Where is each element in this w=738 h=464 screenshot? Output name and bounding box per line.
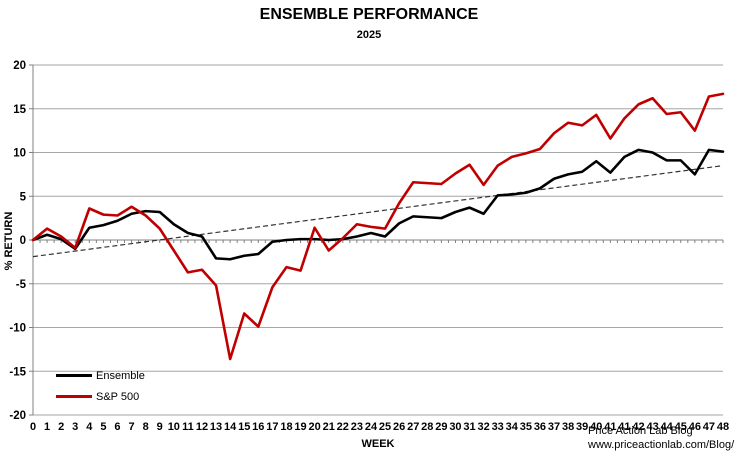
x-tick-label: 19 bbox=[294, 421, 306, 433]
ensemble-line-swatch bbox=[56, 374, 92, 377]
x-tick-label: 33 bbox=[492, 421, 504, 433]
x-tick-label: 6 bbox=[114, 421, 120, 433]
x-tick-label: 31 bbox=[463, 421, 475, 433]
x-tick-label: 7 bbox=[129, 421, 135, 433]
x-tick-label: 44 bbox=[661, 421, 674, 433]
y-tick-label: -20 bbox=[9, 410, 26, 422]
y-tick-label: 0 bbox=[20, 235, 26, 247]
x-tick-label: 1 bbox=[44, 421, 50, 433]
x-axis-title: WEEK bbox=[361, 438, 395, 450]
x-tick-label: 16 bbox=[252, 421, 264, 433]
attribution: Price Action Lab Blog www.priceactionlab… bbox=[588, 424, 734, 452]
x-tick-label: 25 bbox=[379, 421, 391, 433]
y-tick-label: 15 bbox=[13, 104, 26, 116]
chart-title: ENSEMBLE PERFORMANCE bbox=[259, 6, 479, 23]
x-tick-label: 3 bbox=[72, 421, 78, 433]
x-tick-label: 39 bbox=[576, 421, 588, 433]
x-tick-label: 28 bbox=[421, 421, 433, 433]
legend-label-sp500: S&P 500 bbox=[96, 390, 140, 403]
y-tick-label: -15 bbox=[9, 366, 26, 378]
x-tick-label: 18 bbox=[280, 421, 292, 433]
x-tick-label: 41 bbox=[604, 421, 616, 433]
x-tick-label: 23 bbox=[351, 421, 363, 433]
x-tick-label: 22 bbox=[337, 421, 349, 433]
y-tick-label: 10 bbox=[13, 148, 26, 160]
x-tick-label: 40 bbox=[590, 421, 602, 433]
legend-label-ensemble: Ensemble bbox=[96, 369, 145, 382]
x-tick-label: 43 bbox=[646, 421, 658, 433]
x-tick-label: 21 bbox=[323, 421, 335, 433]
x-tick-label: 2 bbox=[58, 421, 64, 433]
legend-item-sp500: S&P 500 bbox=[56, 386, 145, 407]
x-tick-labels: 0 1 2 3 4 5 6 7 8 9 10 11 12 13 14 15 16 17 18 19 20 21 22 23 24… bbox=[30, 421, 729, 433]
attribution-line-2: www.priceactionlab.com/Blog/ bbox=[588, 439, 735, 451]
x-tick-label: 30 bbox=[449, 421, 461, 433]
x-tick-label: 0 bbox=[30, 421, 36, 433]
x-tick-label: 27 bbox=[407, 421, 419, 433]
x-tick-label: 5 bbox=[100, 421, 106, 433]
x-tick-label: 9 bbox=[157, 421, 163, 433]
x-tick-label: 17 bbox=[266, 421, 278, 433]
x-tick-label: 35 bbox=[520, 421, 532, 433]
series-line-s-p-500 bbox=[31, 92, 725, 361]
x-tick-label: 4 bbox=[86, 421, 93, 433]
x-tick-label: 32 bbox=[477, 421, 489, 433]
x-tick-label: 34 bbox=[506, 421, 519, 433]
chart-subtitle: 2025 bbox=[356, 29, 382, 41]
trend-line bbox=[32, 165, 724, 258]
y-tick-labels: -20 -15 -10 -5 0 5 10 15 20 bbox=[9, 60, 26, 422]
attribution-line-1: Price Action Lab Blog bbox=[588, 425, 693, 437]
x-tick-label: 24 bbox=[365, 421, 378, 433]
legend: Ensemble S&P 500 bbox=[56, 365, 145, 407]
x-tick-label: 20 bbox=[309, 421, 321, 433]
x-tick-label: 14 bbox=[224, 421, 237, 433]
x-tick-label: 15 bbox=[238, 421, 250, 433]
y-tick-label: 20 bbox=[13, 60, 26, 72]
trend-dashed-line bbox=[32, 165, 724, 258]
y-tick-label: -5 bbox=[16, 279, 27, 291]
series-line-ensemble bbox=[31, 148, 725, 261]
x-tick-label: 29 bbox=[435, 421, 447, 433]
x-tick-label: 26 bbox=[393, 421, 405, 433]
x-tick-label: 48 bbox=[717, 421, 729, 433]
y-tick-label: 5 bbox=[20, 191, 27, 203]
x-tick-label: 12 bbox=[196, 421, 208, 433]
x-tick-label: 41 bbox=[618, 421, 630, 433]
sp500-line-swatch bbox=[56, 395, 92, 398]
x-tick-label: 13 bbox=[210, 421, 222, 433]
legend-item-ensemble: Ensemble bbox=[56, 365, 145, 386]
series-lines bbox=[31, 92, 725, 361]
x-tick-label: 11 bbox=[182, 421, 194, 433]
x-tick-label: 8 bbox=[143, 421, 149, 433]
y-tick-label: -10 bbox=[9, 323, 26, 335]
x-tick-label: 38 bbox=[562, 421, 574, 433]
x-tick-label: 46 bbox=[689, 421, 701, 433]
x-tick-label: 42 bbox=[632, 421, 644, 433]
x-tick-label: 37 bbox=[548, 421, 560, 433]
x-tick-label: 10 bbox=[168, 421, 180, 433]
x-tick-label: 45 bbox=[675, 421, 687, 433]
gridlines bbox=[33, 64, 723, 416]
x-tick-label: 36 bbox=[534, 421, 546, 433]
x-tick-label: 47 bbox=[703, 421, 715, 433]
